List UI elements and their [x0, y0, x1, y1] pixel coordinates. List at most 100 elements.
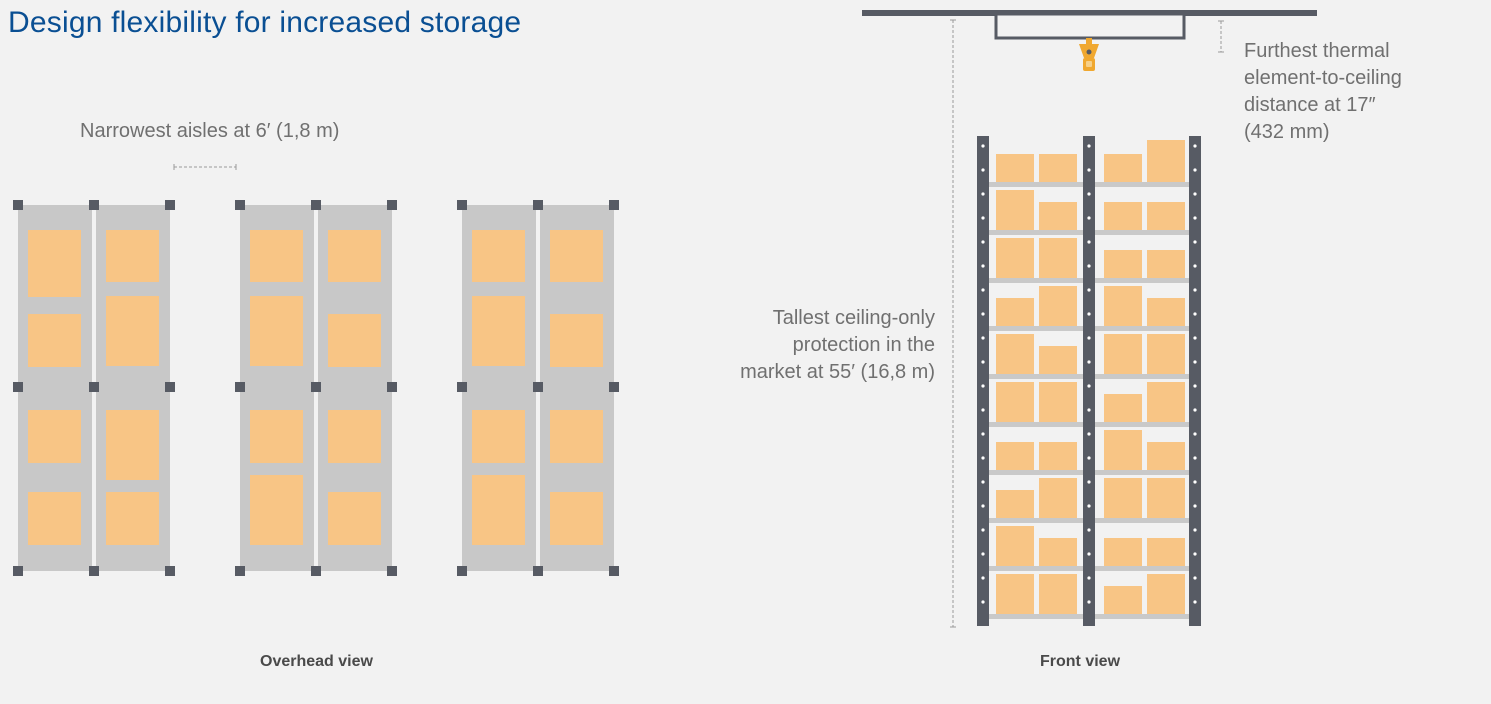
- pallet-box: [1147, 442, 1185, 470]
- upright-hole: [981, 528, 985, 532]
- upright-hole: [1193, 216, 1197, 220]
- pallet-box: [996, 334, 1034, 374]
- upright-hole: [1193, 480, 1197, 484]
- aisle-width-caption: Narrowest aisles at 6′ (1,8 m): [80, 120, 340, 142]
- pallet-box: [996, 526, 1034, 566]
- upright-hole: [1087, 336, 1091, 340]
- overhead-view: [13, 200, 619, 576]
- upright-hole: [1087, 384, 1091, 388]
- upright-hole: [1087, 288, 1091, 292]
- rack-post: [165, 200, 175, 210]
- pallet-box: [250, 296, 303, 366]
- upright-hole: [1193, 336, 1197, 340]
- rack-post: [387, 200, 397, 210]
- pallet-box: [1039, 442, 1077, 470]
- pallet-box: [1039, 574, 1077, 614]
- upright-hole: [1193, 144, 1197, 148]
- pallet-box: [328, 230, 381, 282]
- upright-hole: [1087, 480, 1091, 484]
- pallet-box: [1147, 478, 1185, 518]
- rack-post: [13, 382, 23, 392]
- upright-hole: [1087, 192, 1091, 196]
- rack-post: [533, 382, 543, 392]
- rack-post: [533, 566, 543, 576]
- upright-hole: [981, 576, 985, 580]
- rack-post: [387, 382, 397, 392]
- ceiling-duct: [994, 12, 1186, 40]
- pallet-box: [996, 154, 1034, 182]
- pallet-box: [1039, 538, 1077, 566]
- pallet-box: [1039, 286, 1077, 326]
- rack-upright: [1083, 136, 1095, 626]
- upright-hole: [1193, 360, 1197, 364]
- pallet-box: [1039, 346, 1077, 374]
- pallet-box: [1104, 394, 1142, 422]
- upright-hole: [1087, 576, 1091, 580]
- rack-post: [235, 382, 245, 392]
- upright-hole: [1087, 240, 1091, 244]
- rack-post: [457, 566, 467, 576]
- upright-hole: [1193, 312, 1197, 316]
- rack-post: [457, 200, 467, 210]
- pallet-box: [250, 230, 303, 282]
- ceiling-height-caption: Tallest ceiling-only protection in the m…: [690, 305, 935, 386]
- pallet-box: [1147, 538, 1185, 566]
- rack-post: [609, 382, 619, 392]
- pallet-box: [996, 382, 1034, 422]
- rack-post: [609, 200, 619, 210]
- upright-hole: [981, 432, 985, 436]
- upright-hole: [981, 360, 985, 364]
- overhead-rack-group: [235, 200, 397, 576]
- pallet-box: [1104, 334, 1142, 374]
- ceiling-height-dimension: [950, 19, 956, 628]
- rack-post: [235, 200, 245, 210]
- pallet-box: [1104, 430, 1142, 470]
- pallet-box: [328, 314, 381, 367]
- thermal-caption-line: Furthest thermal: [1244, 40, 1390, 62]
- rack-post: [89, 200, 99, 210]
- upright-hole: [1087, 264, 1091, 268]
- upright-hole: [1193, 192, 1197, 196]
- rack-post: [533, 200, 543, 210]
- upright-hole: [981, 408, 985, 412]
- upright-hole: [1193, 264, 1197, 268]
- pallet-box: [250, 410, 303, 463]
- pallet-box: [28, 314, 81, 367]
- pallet-box: [1147, 382, 1185, 422]
- pallet-box: [996, 190, 1034, 230]
- upright-hole: [981, 480, 985, 484]
- thermal-distance-caption: Furthest thermal element-to-ceiling dist…: [1244, 38, 1402, 146]
- ceiling-caption-line: Tallest ceiling-only: [772, 307, 935, 329]
- pallet-box: [550, 492, 603, 545]
- pallet-box: [1039, 478, 1077, 518]
- upright-hole: [1087, 312, 1091, 316]
- rack-post: [609, 566, 619, 576]
- pallet-box: [1039, 154, 1077, 182]
- rack-post: [311, 382, 321, 392]
- pallet-box: [550, 314, 603, 367]
- upright-hole: [1087, 456, 1091, 460]
- upright-hole: [1193, 408, 1197, 412]
- sprinkler-icon: [1079, 38, 1099, 71]
- upright-hole: [1087, 408, 1091, 412]
- upright-hole: [1087, 552, 1091, 556]
- pallet-box: [28, 230, 81, 297]
- upright-hole: [981, 456, 985, 460]
- upright-hole: [1087, 528, 1091, 532]
- pallet-box: [1039, 382, 1077, 422]
- pallet-box: [996, 442, 1034, 470]
- upright-hole: [1087, 144, 1091, 148]
- thermal-distance-dimension: [1218, 20, 1224, 53]
- upright-hole: [1193, 384, 1197, 388]
- front-view: [977, 136, 1201, 626]
- upright-hole: [1087, 432, 1091, 436]
- pallet-box: [1104, 478, 1142, 518]
- upright-hole: [1193, 504, 1197, 508]
- upright-hole: [1087, 504, 1091, 508]
- thermal-caption-line: distance at 17″: [1244, 94, 1376, 116]
- upright-hole: [981, 504, 985, 508]
- pallet-box: [28, 492, 81, 545]
- rack-post: [165, 382, 175, 392]
- pallet-box: [1147, 140, 1185, 182]
